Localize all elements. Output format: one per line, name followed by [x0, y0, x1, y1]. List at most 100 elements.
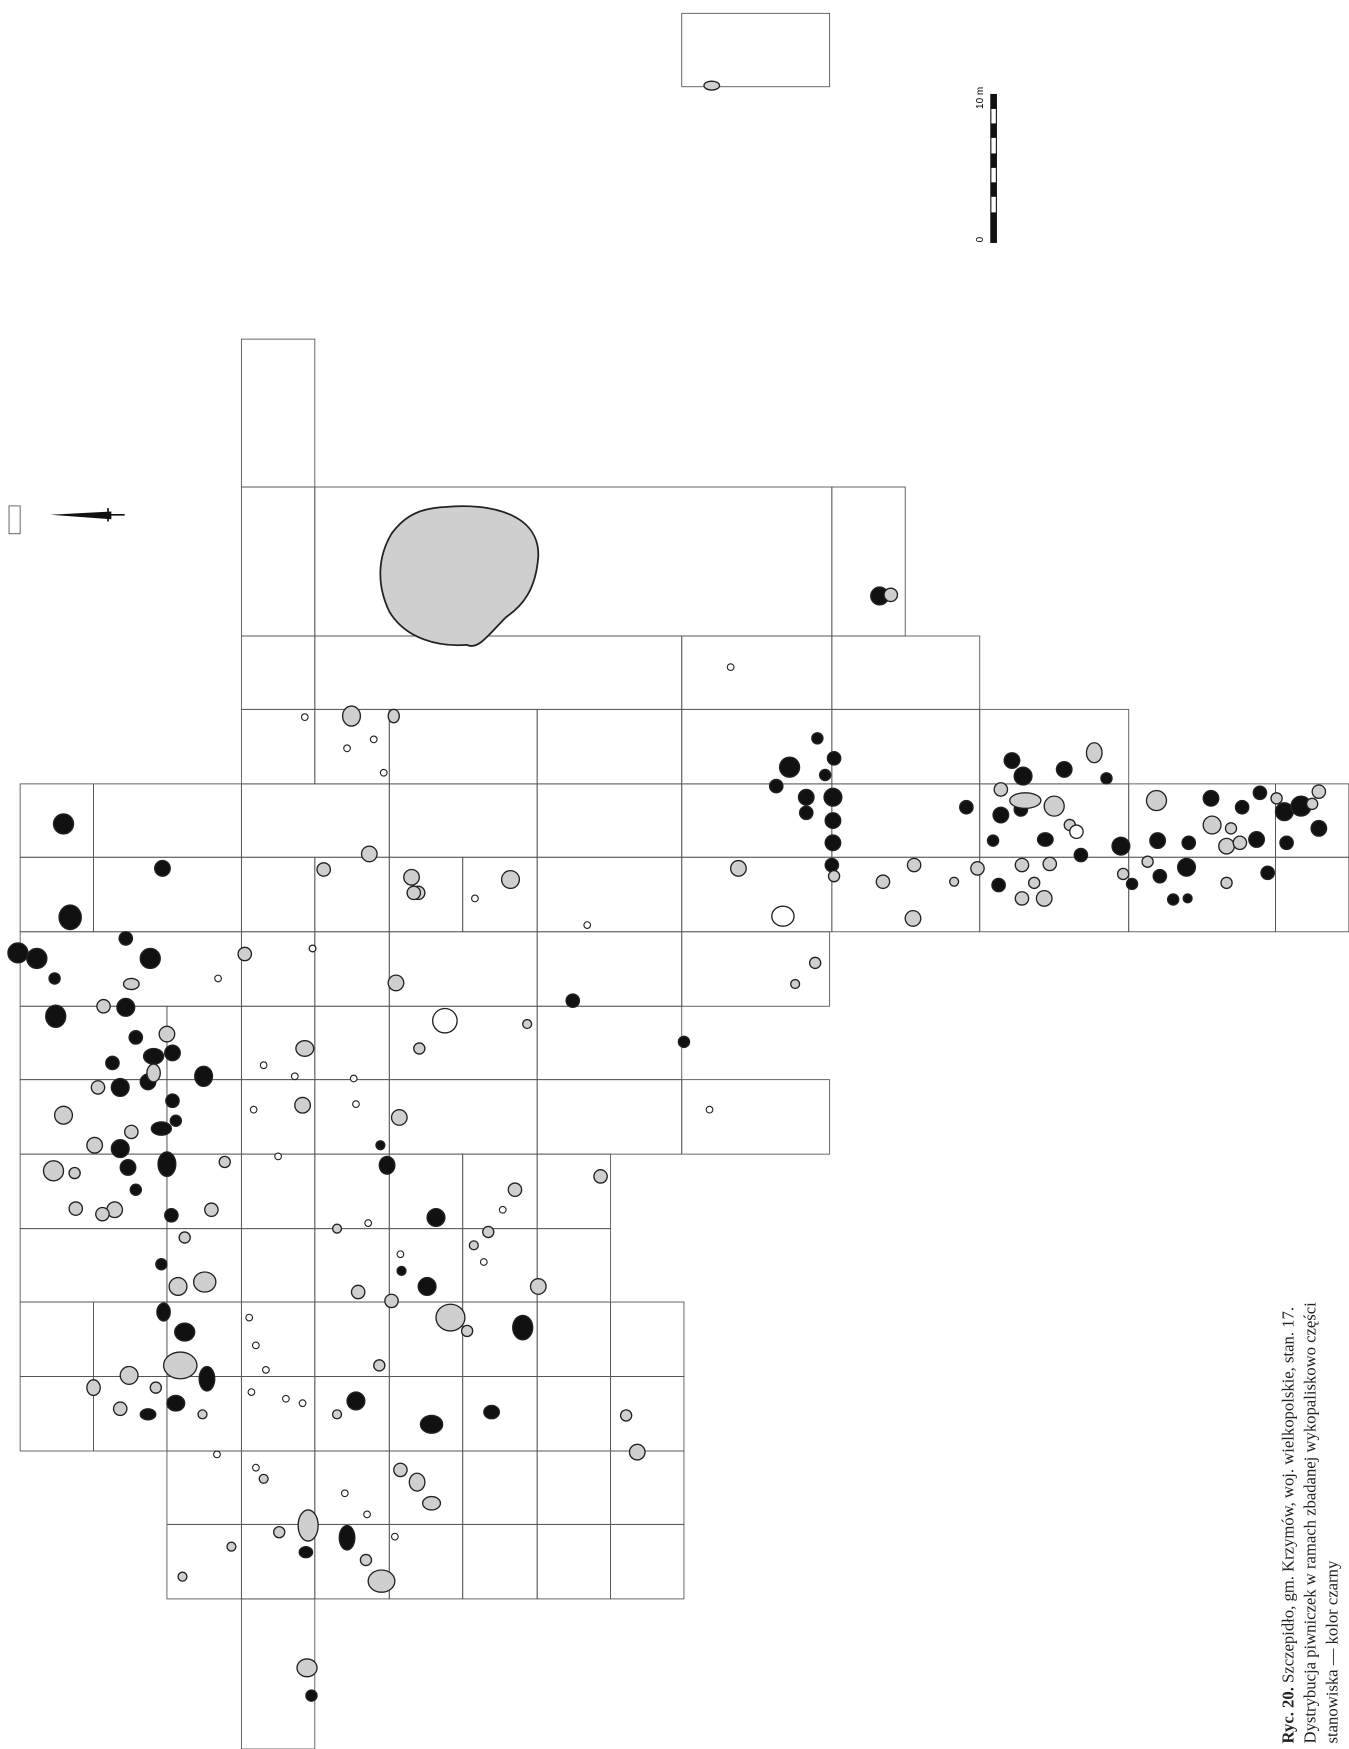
- cellar-feature: [824, 788, 842, 806]
- caption-text: Szczepidło, gm. Krzymów, woj. wielkopols…: [1278, 1307, 1297, 1683]
- cellar-feature: [199, 1367, 215, 1391]
- feature: [164, 1352, 197, 1379]
- trench: [1275, 857, 1348, 931]
- cellar-feature: [59, 905, 81, 929]
- feature: [91, 1081, 104, 1094]
- feature: [385, 1294, 398, 1307]
- cellar-feature: [54, 814, 74, 834]
- scale-bar: 10 m 0: [975, 87, 996, 243]
- feature: [876, 875, 889, 888]
- small-pit: [353, 1101, 360, 1108]
- small-pit: [727, 664, 734, 671]
- feature: [1307, 798, 1318, 809]
- cellar-feature: [130, 1184, 141, 1195]
- small-pit: [246, 1314, 253, 1321]
- cellar-feature: [397, 1266, 406, 1275]
- scale-end-label: 10 m: [975, 87, 986, 109]
- small-pit: [364, 1511, 371, 1518]
- cellar-feature: [129, 1031, 142, 1044]
- feature: [274, 1527, 285, 1538]
- trench: [537, 1377, 610, 1451]
- feature: [87, 1137, 103, 1153]
- trench: [241, 1229, 314, 1302]
- feature: [1015, 858, 1028, 871]
- trench: [537, 932, 682, 1006]
- cellar-feature: [157, 1303, 170, 1321]
- cellar-feature: [165, 1209, 178, 1222]
- feature: [414, 1043, 425, 1054]
- trench: [241, 487, 314, 636]
- trench: [463, 1524, 537, 1598]
- feature: [150, 1382, 161, 1393]
- feature: [810, 957, 821, 968]
- cellar-feature: [339, 1526, 355, 1550]
- feature: [594, 1170, 607, 1183]
- feature: [120, 1367, 138, 1385]
- trench: [9, 506, 20, 534]
- small-pit: [253, 1464, 260, 1471]
- feature: [169, 1278, 187, 1296]
- small-pit: [472, 895, 479, 902]
- small-pit: [584, 922, 591, 929]
- cellar-feature: [513, 1315, 533, 1339]
- cellar-feature: [299, 1547, 312, 1558]
- trench: [682, 1080, 830, 1154]
- cellar-feature: [1112, 837, 1130, 855]
- small-pit: [263, 1367, 270, 1374]
- cellar-feature: [798, 789, 814, 805]
- cellar-feature: [678, 1036, 689, 1047]
- feature: [159, 1026, 175, 1042]
- cellar-feature: [1183, 894, 1192, 903]
- cellar-feature: [111, 1140, 129, 1158]
- trench: [241, 1080, 314, 1154]
- feature: [502, 871, 520, 889]
- trench: [167, 1451, 241, 1524]
- cellar-feature: [418, 1278, 436, 1296]
- trench: [611, 1524, 684, 1598]
- feature: [791, 980, 800, 989]
- cellar-feature: [1038, 833, 1054, 846]
- feature: [469, 1241, 478, 1250]
- cellar-feature: [960, 801, 973, 814]
- cellar-feature: [166, 1094, 179, 1107]
- cellar-feature: [140, 948, 160, 968]
- cellar-feature: [1311, 821, 1327, 837]
- cellar-feature: [46, 1005, 66, 1027]
- feature: [1043, 857, 1056, 870]
- trench: [20, 1154, 167, 1228]
- cellar-feature: [379, 1156, 395, 1174]
- trench: [463, 1451, 537, 1524]
- cellar-feature: [800, 806, 813, 819]
- feature: [360, 1554, 371, 1565]
- feature: [950, 877, 959, 886]
- cellar-feature: [1235, 801, 1248, 814]
- small-pit: [397, 1251, 404, 1258]
- cellar-feature: [1056, 762, 1072, 778]
- cellar-feature: [1126, 878, 1137, 889]
- trench: [241, 1377, 314, 1451]
- feature: [1203, 816, 1221, 834]
- feature: [317, 863, 330, 876]
- feature: [994, 783, 1007, 796]
- site-plan: 10 m 0 Ryc. 20. Szczepidło, gm. Krzymów,…: [0, 0, 1349, 1749]
- feature: [388, 709, 399, 722]
- trench: [537, 1006, 682, 1079]
- feature: [147, 1064, 160, 1082]
- cellar-feature: [117, 998, 135, 1016]
- feature: [436, 1304, 465, 1331]
- cellar-feature: [1178, 858, 1196, 876]
- trench: [537, 1229, 610, 1302]
- feature: [298, 1510, 318, 1541]
- feature: [69, 1167, 80, 1178]
- feature: [198, 1410, 207, 1419]
- feature: [295, 1097, 311, 1113]
- feature: [1118, 868, 1129, 879]
- small-pit: [370, 736, 377, 743]
- trench: [20, 1229, 167, 1302]
- cellar-feature: [993, 807, 1009, 823]
- cellar-feature: [566, 994, 579, 1007]
- small-pit: [299, 1400, 306, 1407]
- cellar-feature: [119, 932, 132, 945]
- trench: [611, 1302, 684, 1376]
- feature: [462, 1325, 473, 1336]
